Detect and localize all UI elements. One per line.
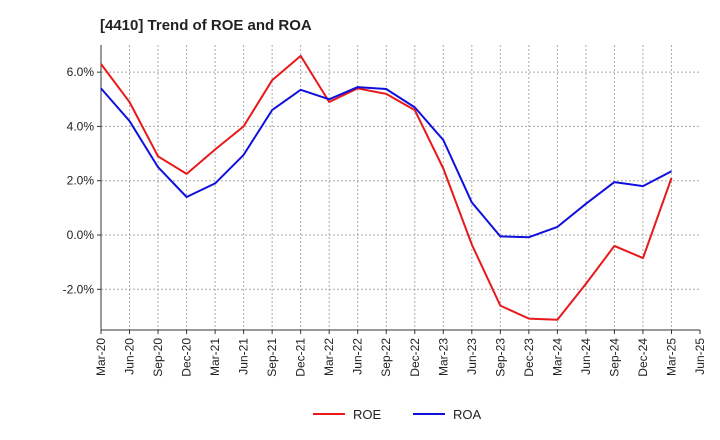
- x-tick-label: Mar-20: [94, 338, 108, 376]
- x-tick-label: Jun-20: [123, 338, 137, 375]
- y-tick-label: 6.0%: [67, 65, 95, 79]
- x-tick-label: Sep-22: [379, 338, 393, 377]
- x-tick-label: Mar-24: [550, 338, 564, 376]
- y-tick-label: 4.0%: [67, 119, 95, 133]
- x-tick-label: Mar-25: [664, 338, 678, 376]
- legend: ROE ROA: [313, 407, 482, 422]
- legend-label-roe: ROE: [353, 407, 382, 422]
- x-tick-label: Jun-24: [579, 338, 593, 375]
- x-tick-label: Sep-21: [265, 338, 279, 377]
- x-tick-label: Dec-23: [522, 338, 536, 377]
- x-tick-label: Sep-20: [151, 338, 165, 377]
- x-tick-label: Dec-24: [636, 338, 650, 377]
- legend-label-roa: ROA: [453, 407, 482, 422]
- y-tick-label: 2.0%: [67, 174, 95, 188]
- data-series: [100, 54, 673, 321]
- x-tick-label: Sep-24: [607, 338, 621, 377]
- x-tick-label: Dec-20: [180, 338, 194, 377]
- x-tick-label: Sep-23: [493, 338, 507, 377]
- grid-lines: [101, 45, 700, 330]
- x-tick-label: Jun-25: [693, 338, 707, 375]
- x-tick-label: Jun-23: [465, 338, 479, 375]
- x-tick-label: Dec-22: [408, 338, 422, 377]
- chart-title: [4410] Trend of ROE and ROA: [100, 17, 312, 34]
- x-tick-label: Mar-21: [208, 338, 222, 376]
- x-tick-label: Mar-22: [322, 338, 336, 376]
- x-tick-label: Mar-23: [436, 338, 450, 376]
- axes: -2.0% 0.0% 2.0% 4.0% 6.0% Mar-20 Jun-20 Sep-20 D…: [63, 45, 707, 377]
- y-tick-label: -2.0%: [63, 282, 95, 296]
- x-tick-label: Jun-22: [351, 338, 365, 375]
- y-tick-label: 0.0%: [67, 228, 95, 242]
- series-line-roe: [100, 54, 673, 321]
- x-tick-label: Jun-21: [237, 338, 251, 375]
- x-tick-label: Dec-21: [294, 338, 308, 377]
- series-line-roa: [100, 86, 672, 239]
